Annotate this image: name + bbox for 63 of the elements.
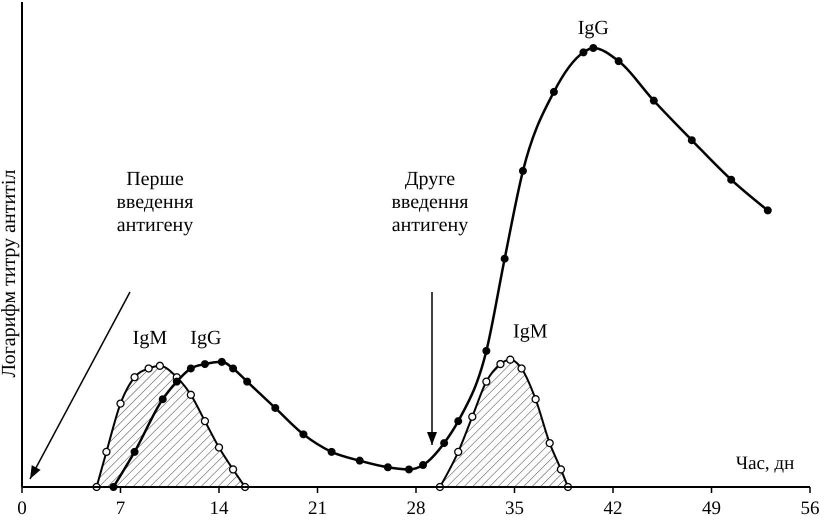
point [156,362,164,370]
point [579,48,588,56]
point [356,456,364,465]
point [688,136,696,144]
point [186,390,196,399]
x-tick-label: 49 [702,498,721,519]
y-axis-title: Логарифм титру антитіл [0,170,20,378]
point [214,443,224,452]
point [589,44,598,52]
x-tick-label: 14 [210,498,229,519]
annotation: IgG [190,326,222,349]
point [130,373,139,382]
point [468,412,476,421]
series-label: IgM [132,326,168,349]
x-tick-label: 42 [604,498,622,519]
point [200,360,209,368]
point [556,465,566,474]
point [550,88,558,96]
point [482,377,491,386]
point [482,346,490,355]
point [419,461,428,470]
point [229,364,238,372]
point [454,448,462,456]
point [546,438,554,448]
point [299,430,308,438]
point [614,57,623,66]
series-label: IgM [513,320,548,343]
point [102,448,111,456]
point [440,439,448,448]
point [506,356,514,364]
x-tick-label: 7 [116,498,126,519]
point [158,395,167,404]
point [172,378,181,386]
x-tick-label: 21 [308,498,327,519]
point [144,364,153,373]
point [384,463,392,472]
point [454,417,462,426]
x-axis-title: Час, дн [736,453,794,474]
point [116,399,125,408]
x-tick-label: 0 [17,498,27,519]
x-tick-label: 35 [505,498,524,519]
point [328,448,336,456]
point [727,176,736,184]
point [186,364,195,372]
point [200,417,210,426]
point [218,358,226,366]
point [518,166,527,175]
point [500,254,509,263]
point [531,395,540,404]
point [228,465,238,474]
point [517,364,526,373]
x-tick-label: 28 [406,498,426,519]
point [130,448,139,456]
annotation: Перше введення антигену [116,168,194,236]
point [243,378,252,386]
annotation: Друге введення антигену [391,168,469,236]
point [496,360,505,368]
point [764,206,772,214]
series-label: IgG [578,17,609,39]
point [650,96,658,105]
point [404,465,413,474]
point [271,404,280,412]
x-tick-label: 56 [800,498,820,519]
